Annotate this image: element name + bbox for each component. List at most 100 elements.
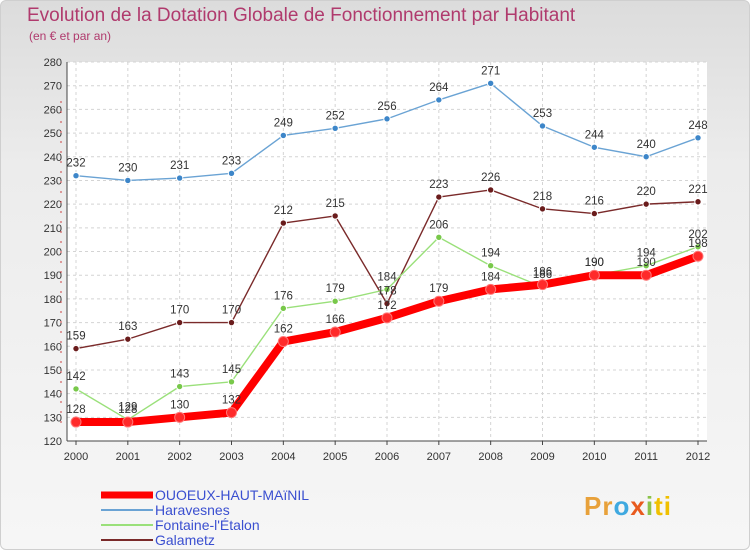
data-point-2	[435, 233, 443, 241]
y-tick-label: 270	[44, 81, 62, 93]
data-point-0	[174, 411, 186, 423]
data-point-3	[694, 198, 702, 206]
data-label: 271	[481, 65, 500, 77]
data-point-2	[642, 262, 650, 270]
data-label: 264	[429, 82, 449, 94]
y-tick-label: 190	[44, 270, 62, 282]
data-point-1	[486, 79, 495, 88]
y-tick-label: 250	[44, 128, 62, 140]
data-label: 231	[170, 160, 189, 172]
chart-subtitle: (en € et par an)	[29, 29, 112, 43]
data-point-2	[486, 262, 495, 270]
chart-title: Evolution de la Dotation Globale de Fonc…	[27, 5, 576, 26]
data-label: 172	[377, 300, 396, 312]
data-point-0	[122, 416, 134, 428]
data-point-3	[642, 200, 650, 208]
data-point-2	[72, 385, 80, 393]
data-label: 232	[66, 158, 85, 170]
logo-part-1: Pr	[584, 491, 614, 521]
data-point-1	[279, 131, 288, 140]
data-label: 162	[274, 324, 293, 336]
legend-label-3: Galametz	[155, 532, 215, 548]
logo-part-5: ti	[654, 491, 672, 521]
data-point-1	[72, 172, 80, 180]
data-label: 179	[326, 283, 345, 295]
data-point-2	[227, 378, 236, 386]
y-tick-label: 260	[44, 104, 62, 116]
data-label: 252	[326, 110, 345, 122]
x-tick-label: 2012	[686, 451, 710, 463]
data-point-1	[590, 143, 599, 151]
data-point-3	[538, 205, 547, 213]
data-label: 226	[481, 172, 500, 184]
data-point-1	[435, 96, 443, 104]
data-label: 215	[326, 198, 345, 210]
data-label: 128	[66, 404, 85, 416]
data-label: 166	[326, 314, 345, 326]
data-label: 202	[688, 229, 707, 241]
logo-part-4: i	[645, 491, 655, 521]
data-label: 143	[170, 369, 189, 381]
data-label: 186	[533, 267, 552, 279]
data-label: 256	[377, 101, 396, 113]
x-tick-label: 2008	[478, 451, 502, 463]
data-point-1	[175, 174, 184, 182]
x-tick-label: 2010	[582, 451, 606, 463]
data-point-0	[485, 283, 497, 295]
data-point-2	[279, 304, 288, 313]
data-label: 186	[533, 269, 552, 281]
data-point-3	[72, 344, 80, 353]
data-point-1	[538, 122, 547, 130]
data-point-3	[124, 335, 132, 343]
y-tick-label: 180	[44, 294, 62, 306]
y-tick-label: 130	[44, 412, 62, 424]
y-tick-label: 200	[44, 247, 62, 259]
data-label: 170	[170, 305, 189, 317]
x-tick-label: 2002	[167, 451, 191, 463]
data-point-1	[331, 124, 339, 133]
data-label: 248	[688, 120, 707, 132]
data-point-0	[277, 336, 289, 348]
data-point-3	[175, 318, 184, 327]
logo-part-3: x	[630, 491, 646, 521]
data-point-0	[640, 269, 652, 281]
data-label: 249	[274, 117, 293, 129]
data-label: 190	[585, 257, 604, 269]
data-label: 220	[637, 186, 656, 198]
data-point-1	[694, 134, 702, 142]
data-point-3	[590, 209, 599, 218]
data-point-0	[381, 312, 393, 324]
proxiti-logo: Proxiti	[584, 491, 672, 522]
x-tick-label: 2009	[530, 451, 554, 463]
y-tick-label: 170	[44, 318, 62, 330]
y-tick-label: 280	[44, 57, 62, 69]
data-label: 184	[481, 271, 501, 283]
data-label: 130	[170, 399, 189, 411]
data-point-3	[331, 212, 339, 220]
y-tick-label: 120	[44, 436, 62, 448]
data-label: 230	[118, 162, 137, 174]
logo-part-2: o	[613, 491, 631, 521]
data-point-0	[226, 407, 237, 419]
data-label: 142	[66, 371, 85, 383]
data-point-0	[692, 250, 704, 262]
y-tick-label: 220	[44, 199, 62, 211]
data-label: 163	[118, 321, 137, 333]
x-tick-label: 2000	[64, 451, 88, 463]
data-label: 240	[637, 139, 656, 151]
data-point-2	[694, 243, 702, 251]
data-point-1	[124, 176, 132, 185]
data-point-3	[435, 193, 443, 201]
x-tick-label: 2005	[323, 451, 347, 463]
y-tick-label: 240	[44, 152, 62, 164]
y-tick-label: 150	[44, 365, 62, 377]
data-label: 132	[222, 395, 241, 407]
data-label: 184	[377, 271, 397, 283]
x-tick-label: 2003	[219, 451, 243, 463]
data-point-3	[383, 299, 391, 308]
data-label: 233	[222, 155, 241, 167]
data-point-0	[537, 279, 548, 291]
y-tick-label: 160	[44, 341, 62, 353]
